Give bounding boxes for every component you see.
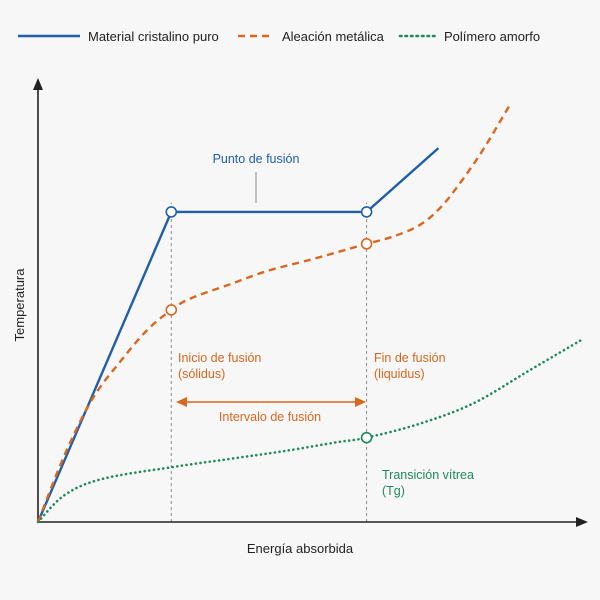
melting-point-label: Punto de fusión [213, 152, 300, 166]
y-axis-label: Temperatura [12, 268, 27, 342]
marker-crystal-2 [360, 206, 373, 218]
series-line-alloy [36, 101, 513, 523]
liquidus-label-line2: (liquidus) [374, 367, 425, 381]
marker-alloy-1 [165, 304, 178, 316]
marker-alloy-2 [360, 238, 373, 250]
annotations: Punto de fusión Inicio de fusión (sólidu… [176, 152, 474, 498]
x-axis-arrow [576, 517, 588, 527]
melting-interval-arrowhead-right [355, 397, 366, 407]
liquidus-label-line1: Fin de fusión [374, 351, 446, 365]
vertical-guides [170, 202, 368, 522]
glass-transition-label-line1: Transición vítrea [382, 468, 474, 482]
solidus-label-line2: (sólidus) [178, 367, 225, 381]
legend: Material cristalino puro Aleación metáli… [18, 29, 540, 44]
series-line-polymer [36, 338, 584, 524]
series-line-crystal [36, 147, 440, 523]
solidus-label-line1: Inicio de fusión [178, 351, 261, 365]
melting-interval-arrowhead-left [176, 397, 187, 407]
glass-transition-label-line2: (Tg) [382, 484, 405, 498]
axes: Energía absorbida Temperatura [12, 78, 588, 556]
markers-group [165, 206, 373, 444]
legend-label-crystal: Material cristalino puro [88, 29, 219, 44]
melting-interval-label: Intervalo de fusión [219, 410, 321, 424]
y-axis-arrow [33, 78, 43, 90]
legend-label-alloy: Aleación metálica [282, 29, 385, 44]
series-group [36, 101, 584, 524]
x-axis-label: Energía absorbida [247, 541, 354, 556]
marker-polymer-1 [360, 431, 373, 444]
marker-crystal-1 [165, 206, 178, 218]
legend-label-polymer: Polímero amorfo [444, 29, 540, 44]
